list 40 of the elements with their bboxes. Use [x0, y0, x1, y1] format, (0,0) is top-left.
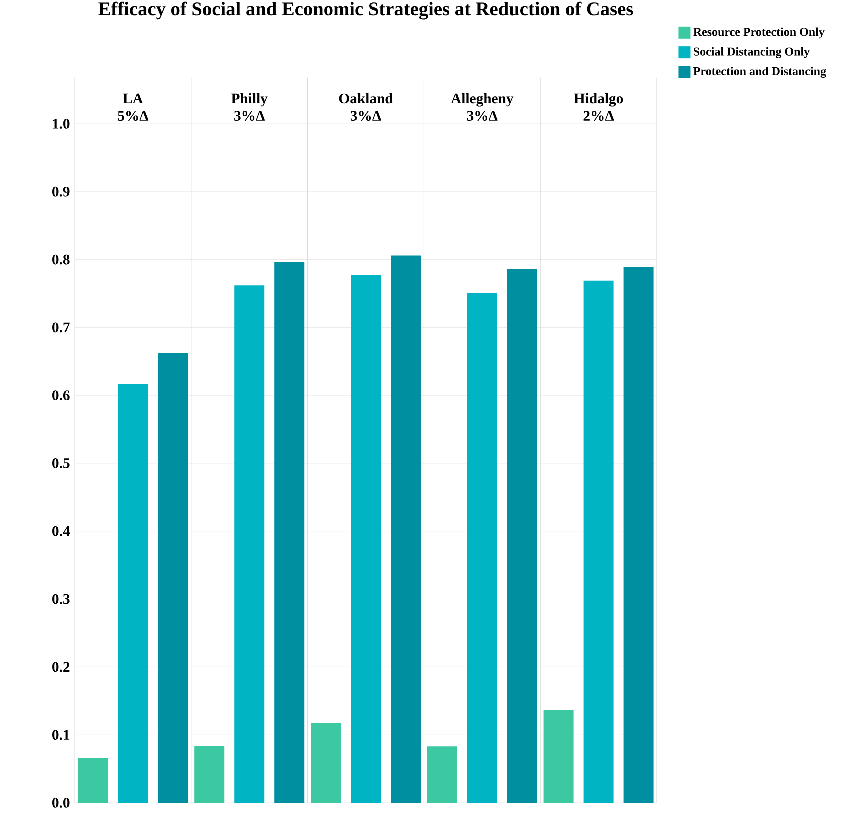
bar [194, 746, 225, 803]
x-tick-label: Hidalgo [574, 93, 624, 107]
y-tick-label: 0.4 [52, 526, 70, 536]
y-tick-label: 0.7 [52, 322, 70, 333]
legend-label: Social Distancing Only [694, 47, 810, 58]
bar [274, 262, 305, 803]
bar [427, 746, 458, 803]
bar [78, 758, 108, 803]
bar [311, 724, 341, 803]
bar [584, 280, 614, 803]
text: 2%Δ [584, 111, 614, 122]
bar [391, 256, 421, 803]
bar [351, 275, 382, 803]
legend-label: Protection and Distancing [694, 67, 826, 78]
y-tick-label: 0.9 [52, 186, 70, 197]
bar [544, 710, 574, 803]
text: 3%Δ [350, 111, 382, 122]
x-tick-label: LA [123, 94, 144, 104]
bar [507, 269, 538, 803]
bar [118, 384, 148, 803]
y-tick-label: 0.2 [52, 662, 70, 672]
text: 3%Δ [467, 111, 498, 122]
y-tick-label: 0.1 [52, 730, 70, 740]
x-tick-label: Oakland [339, 93, 394, 104]
bar [467, 293, 498, 803]
text: 3%Δ [234, 111, 265, 122]
y-tick-label: 1.0 [53, 119, 70, 129]
y-tick-label: 0.8 [52, 254, 70, 265]
chart-title: Efficacy of Social and Economic Strategies at Reduction of Cases [98, 2, 634, 20]
bar [234, 286, 265, 803]
x-tick-label: Philly [232, 93, 268, 107]
y-tick-label: 0.6 [52, 390, 70, 401]
y-tick-label: 0.5 [52, 458, 70, 468]
text: 5%Δ [118, 111, 149, 122]
y-tick-label: 0.3 [52, 594, 70, 604]
bar [158, 353, 188, 803]
x-tick-label: Allegheny [451, 93, 514, 107]
y-tick-label: 0.0 [52, 798, 70, 808]
legend-label: Resource Protection Only [694, 28, 825, 39]
bar [624, 267, 654, 803]
